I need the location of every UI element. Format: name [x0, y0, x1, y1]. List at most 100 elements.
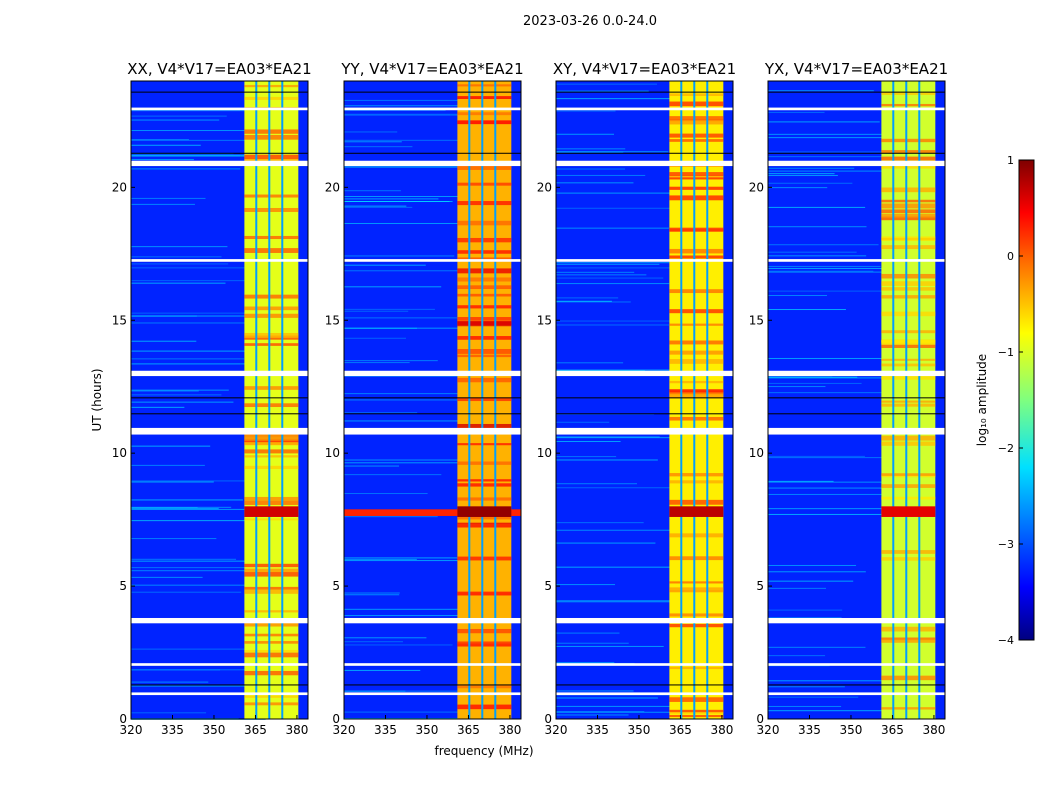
rfi-band-row: [457, 479, 512, 482]
rfi-band-row: [244, 518, 299, 521]
rfi-band-row: [669, 499, 724, 505]
heatmap-streak: [131, 558, 237, 560]
x-tick-label: 320: [757, 723, 780, 737]
rfi-band-row: [457, 704, 512, 710]
rfi-band-row: [669, 613, 724, 617]
rfi-band-row: [457, 641, 512, 645]
rfi-band-row: [881, 92, 936, 95]
heatmap-streak: [768, 226, 867, 228]
rfi-band-row: [669, 133, 724, 138]
heatmap-streak: [344, 310, 409, 312]
flagged-rows: [556, 370, 733, 377]
colorbar-tick-label: −1: [998, 346, 1014, 359]
y-tick-label: 20: [749, 180, 764, 194]
heatmap-streak: [556, 645, 664, 647]
flagged-rows: [131, 107, 308, 111]
rfi-band-row: [457, 182, 512, 185]
rfi-band-row: [457, 317, 512, 321]
heatmap-streak: [344, 393, 460, 395]
heatmap-streak: [344, 113, 482, 115]
y-tick-label: 5: [332, 579, 340, 593]
wideband-event: [344, 509, 521, 516]
y-tick-label: 15: [537, 313, 552, 327]
heatmap-streak: [131, 538, 217, 540]
rfi-band-row: [244, 207, 299, 212]
heatmap-streak: [131, 464, 205, 466]
rfi-band-row: [244, 589, 299, 594]
rfi-band-row: [881, 403, 936, 407]
heatmap-streak: [556, 133, 615, 135]
rfi-band-row: [881, 484, 936, 488]
rfi-band-row: [244, 434, 299, 437]
heatmap-streak: [131, 717, 239, 719]
heatmap-streak: [556, 110, 616, 112]
rfi-band-row: [669, 480, 724, 484]
heatmap-streak: [131, 390, 199, 392]
heatmap-streak: [344, 141, 402, 143]
rfi-band-row: [669, 139, 724, 142]
heatmap-streak: [768, 175, 838, 177]
heatmap-streak: [556, 151, 669, 153]
heatmap-streak: [556, 148, 626, 150]
x-tick-label: 380: [710, 723, 733, 737]
black-row: [768, 152, 945, 154]
y-tick-label: 5: [544, 579, 552, 593]
black-row: [131, 397, 308, 399]
rfi-band-row: [881, 103, 936, 107]
heatmap-streak: [131, 567, 263, 569]
colorbar-tick-label: −4: [998, 634, 1014, 647]
flagged-rows: [768, 617, 945, 624]
rfi-band-row: [669, 416, 724, 421]
heatmap-streak: [556, 542, 656, 544]
flagged-rows: [556, 427, 733, 435]
flagged-rows: [556, 617, 733, 624]
black-row: [344, 684, 521, 686]
rfi-band-row: [457, 592, 512, 596]
rfi-band-row: [669, 175, 724, 179]
rfi-band-row: [881, 311, 936, 317]
black-row: [556, 397, 733, 399]
heatmap-streak: [131, 144, 201, 146]
strong-event: [881, 506, 936, 517]
channel-gap: [468, 81, 471, 719]
rfi-band-row: [244, 610, 299, 613]
rfi-band-row: [881, 474, 936, 478]
rfi-band-row: [669, 624, 724, 628]
black-row: [556, 684, 733, 686]
heatmap-streak: [768, 710, 907, 712]
heatmap-streak: [344, 594, 400, 596]
rfi-band-row: [881, 626, 936, 632]
rfi-band-row: [881, 213, 936, 218]
rfi-band-row: [457, 397, 512, 402]
heatmap-streak: [131, 401, 234, 403]
x-tick-label: 365: [244, 723, 267, 737]
heatmap-streak: [131, 154, 263, 156]
heatmap-streak: [131, 394, 222, 396]
heatmap-streak: [131, 256, 222, 258]
heatmap-streak: [344, 195, 470, 197]
heatmap-streak: [768, 90, 874, 92]
heatmap-streak: [344, 637, 427, 639]
heatmap-streak: [556, 263, 660, 265]
heatmap-streak: [768, 173, 835, 175]
rfi-band-row: [244, 154, 299, 160]
heatmap-streak: [556, 300, 612, 302]
flagged-rows: [768, 663, 945, 666]
axes-frame: [130, 80, 309, 720]
heatmap-streak: [344, 264, 426, 266]
channel-gap: [905, 81, 908, 719]
rfi-band-row: [244, 294, 299, 299]
rfi-band-row: [881, 675, 936, 681]
rfi-band-row: [881, 203, 936, 209]
flagged-rows: [768, 259, 945, 262]
heatmap-streak: [768, 376, 858, 378]
rfi-band-row: [669, 393, 724, 399]
heatmap-streak: [131, 445, 211, 447]
heatmap-streak: [131, 576, 203, 578]
heatmap-streak: [556, 320, 676, 322]
heatmap-streak: [344, 139, 474, 141]
rfi-band-row: [881, 156, 936, 161]
rfi-band-row: [669, 186, 724, 190]
rfi-band-row: [881, 637, 936, 641]
rfi-band-row: [457, 643, 512, 647]
